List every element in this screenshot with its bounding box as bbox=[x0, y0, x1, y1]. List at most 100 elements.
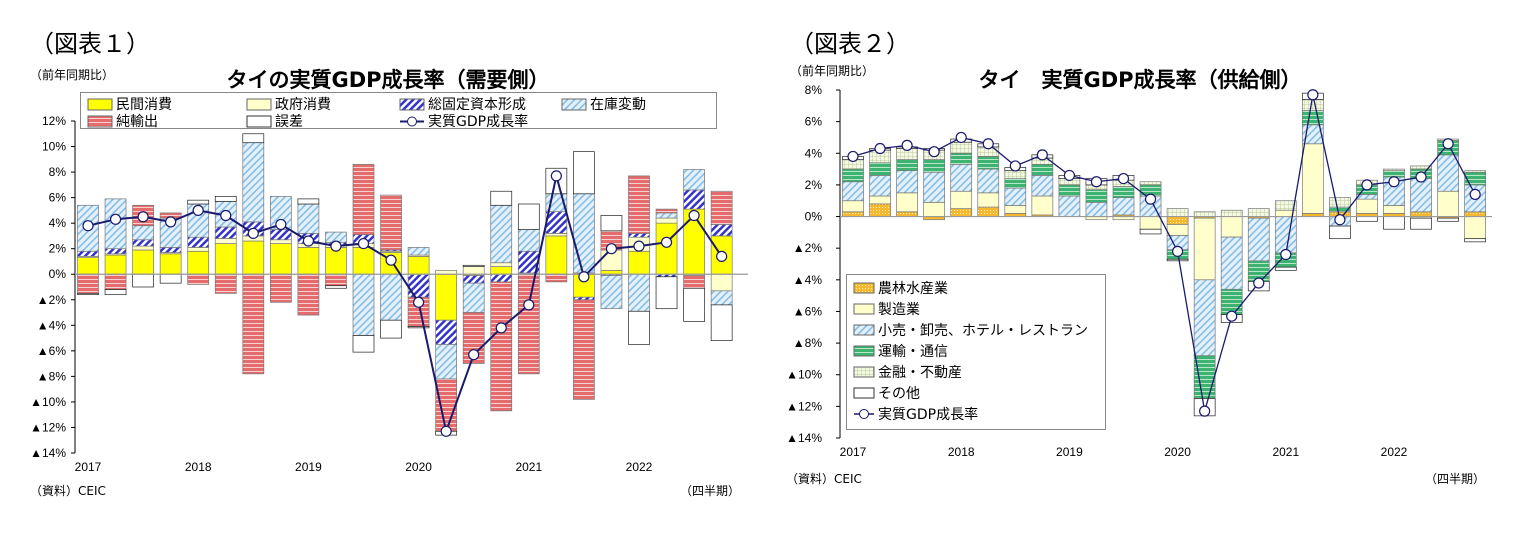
legend-item: 純輸出 bbox=[87, 111, 158, 131]
bar-segment bbox=[132, 249, 154, 275]
gdp-growth-point bbox=[928, 146, 940, 158]
bar-segment bbox=[628, 310, 650, 345]
bar-segment bbox=[517, 229, 540, 252]
bar-segment bbox=[842, 168, 864, 183]
x-tick-label: 2019 bbox=[295, 460, 322, 474]
bar-segment bbox=[1464, 211, 1487, 217]
bar-segment bbox=[407, 247, 430, 256]
bar-segment bbox=[352, 247, 375, 275]
legend-swatch bbox=[853, 303, 875, 315]
bar-segment bbox=[1464, 216, 1487, 240]
bar-segment bbox=[1437, 154, 1459, 192]
chart-2-source: （資料）CEIC bbox=[786, 472, 862, 486]
y-tick-label: ▲12% bbox=[30, 420, 66, 434]
bar-segment bbox=[1139, 216, 1162, 230]
bar-segment bbox=[950, 152, 973, 165]
bar-segment bbox=[628, 233, 650, 238]
bar-segment bbox=[77, 250, 99, 257]
bar-segment bbox=[683, 169, 705, 191]
bar-segment bbox=[214, 243, 237, 275]
bar-segment bbox=[1031, 195, 1054, 216]
bar-segment bbox=[710, 190, 733, 225]
gdp-growth-point bbox=[357, 237, 370, 250]
bar-segment bbox=[896, 170, 918, 194]
bar-segment bbox=[628, 175, 650, 234]
gdp-growth-point bbox=[901, 139, 913, 151]
bar-segment bbox=[132, 245, 154, 251]
y-tick-label: 8% bbox=[805, 83, 823, 97]
gdp-growth-point bbox=[847, 150, 859, 163]
bar-segment bbox=[1464, 238, 1487, 243]
y-tick-label: 6% bbox=[49, 191, 67, 205]
bar-segment bbox=[842, 211, 864, 217]
legend-item: 在庫変動 bbox=[561, 94, 646, 114]
gdp-growth-point bbox=[440, 425, 452, 437]
bar-segment bbox=[407, 326, 430, 329]
bar-segment bbox=[545, 233, 568, 237]
bar-segment bbox=[977, 192, 1000, 208]
bar-segment bbox=[869, 203, 891, 217]
bar-segment bbox=[1410, 217, 1432, 230]
y-tick-label: 0% bbox=[49, 267, 67, 281]
gdp-growth-point bbox=[1334, 214, 1346, 226]
bar-segment bbox=[1166, 224, 1189, 236]
bar-segment bbox=[1301, 110, 1324, 126]
gdp-growth-point bbox=[523, 299, 535, 311]
y-tick-label: 0% bbox=[805, 210, 823, 224]
bar-segment bbox=[435, 344, 457, 380]
bar-segment bbox=[462, 264, 485, 267]
legend-item: 実質GDP成長率 bbox=[853, 404, 978, 424]
gdp-growth-point bbox=[137, 211, 149, 223]
bar-segment bbox=[242, 273, 265, 375]
bar-segment bbox=[1193, 217, 1216, 281]
gdp-growth-point bbox=[220, 209, 232, 222]
y-tick-label: ▲8% bbox=[37, 369, 67, 383]
bar-segment bbox=[159, 247, 182, 253]
bar-segment bbox=[352, 164, 375, 235]
y-tick-label: 2% bbox=[805, 178, 823, 192]
gdp-growth-point bbox=[1171, 245, 1184, 257]
bar-segment bbox=[545, 273, 568, 283]
y-tick-label: 8% bbox=[49, 165, 67, 179]
legend-swatch bbox=[246, 98, 272, 110]
bar-segment bbox=[1274, 200, 1297, 211]
y-tick-label: ▲6% bbox=[37, 344, 67, 358]
bar-segment bbox=[896, 159, 918, 172]
bar-segment bbox=[187, 199, 210, 205]
x-tick-label: 2018 bbox=[948, 445, 975, 459]
bar-segment bbox=[977, 168, 1000, 194]
bar-segment bbox=[683, 287, 705, 322]
bar-segment bbox=[1301, 143, 1324, 214]
bar-segment bbox=[923, 201, 946, 217]
gdp-growth-point bbox=[1280, 248, 1292, 261]
y-tick-label: ▲12% bbox=[786, 399, 822, 413]
gdp-growth-point bbox=[550, 170, 562, 182]
figure-1-label: （図表１） bbox=[30, 30, 150, 58]
gdp-growth-point bbox=[192, 204, 204, 216]
bar-segment bbox=[1139, 228, 1162, 235]
bar-segment bbox=[869, 195, 891, 205]
bar-segment bbox=[270, 239, 292, 244]
bar-segment bbox=[842, 200, 864, 213]
legend-swatch bbox=[87, 98, 113, 110]
legend-item: 総固定資本形成 bbox=[399, 94, 526, 114]
legend-item: 民間消費 bbox=[87, 94, 172, 114]
bar-segment bbox=[1004, 187, 1027, 206]
legend-label: 実質GDP成長率 bbox=[428, 114, 529, 130]
bar-segment bbox=[380, 319, 402, 339]
bar-segment bbox=[977, 156, 1000, 170]
bar-segment bbox=[407, 273, 430, 298]
bar-segment bbox=[1058, 184, 1081, 197]
legend-item: その他 bbox=[853, 383, 920, 403]
bar-segment bbox=[214, 238, 237, 244]
bar-segment bbox=[1193, 211, 1216, 217]
bar-segment bbox=[1274, 266, 1297, 271]
bar-segment bbox=[600, 215, 623, 232]
bar-segment bbox=[1274, 216, 1297, 254]
bar-segment bbox=[869, 162, 891, 176]
bar-segment bbox=[1383, 216, 1405, 230]
bar-segment bbox=[380, 194, 402, 251]
legend-item: 小売・卸売、ホテル・レストラン bbox=[853, 320, 1088, 340]
legend-label: 農林水産業 bbox=[878, 281, 948, 297]
bar-segment bbox=[77, 257, 99, 275]
